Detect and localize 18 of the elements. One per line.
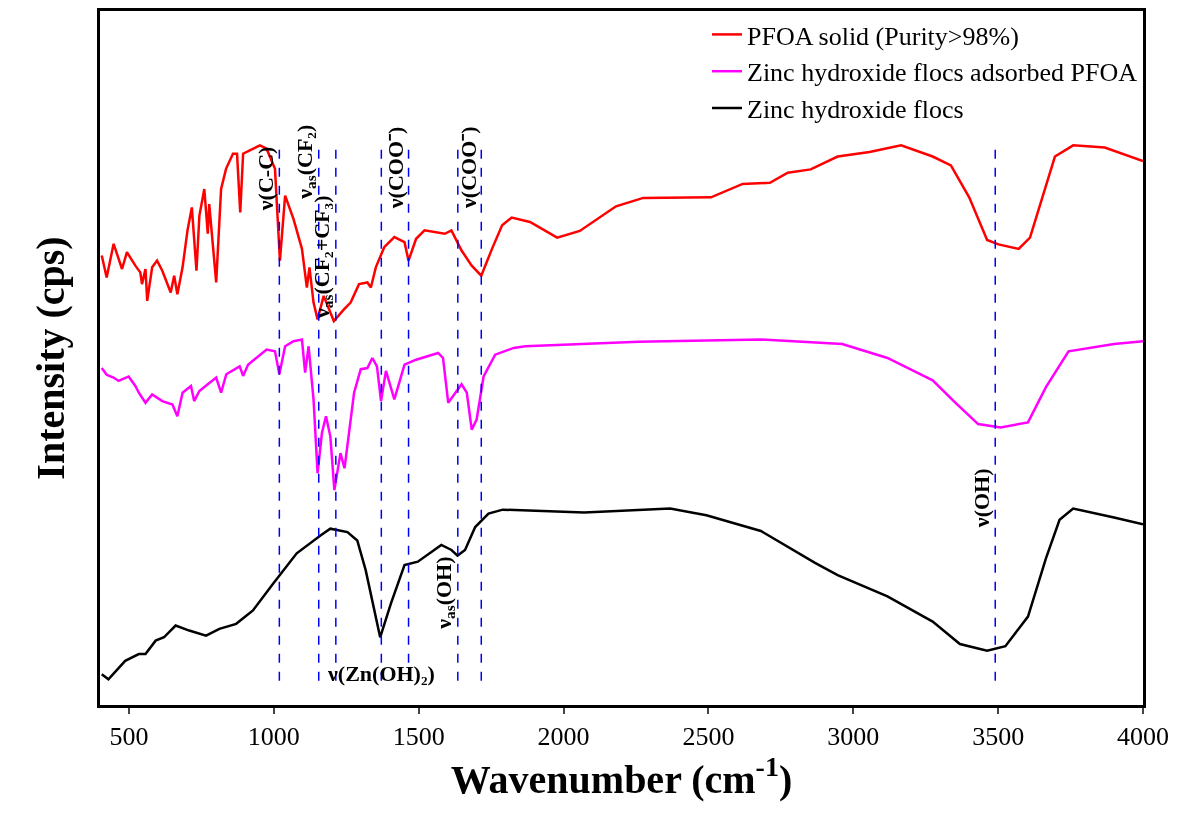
x-tick-label: 500 (109, 722, 149, 752)
x-axis-title: Wavenumber (cm$^{-1}$) (450, 751, 793, 802)
x-tick-label: 2000 (537, 722, 590, 752)
annotation: ν(OH) (969, 468, 995, 529)
x-tick-label: 3000 (827, 722, 880, 752)
annotation: ν(C-C) (253, 146, 279, 212)
y-axis-title: Intensity (cps) (27, 236, 73, 480)
x-tick-label: 1000 (247, 722, 300, 752)
x-tick-label: 4000 (1117, 722, 1169, 752)
legend-label: Zinc hydroxide flocs adsorbed PFOA (747, 58, 1138, 88)
legend-label: Zinc hydroxide flocs (747, 95, 964, 125)
x-tick-label: 1500 (392, 722, 445, 752)
annotation: ν(COO⁻) (455, 126, 481, 209)
x-tick-label: 2500 (682, 722, 735, 752)
legend-label: PFOA solid (Purity>98%) (747, 21, 1019, 51)
annotation: ν(Zn(OH)₂) (327, 661, 435, 686)
x-tick-label: 3500 (972, 722, 1025, 752)
annotation: ν(COO⁻) (382, 126, 408, 210)
